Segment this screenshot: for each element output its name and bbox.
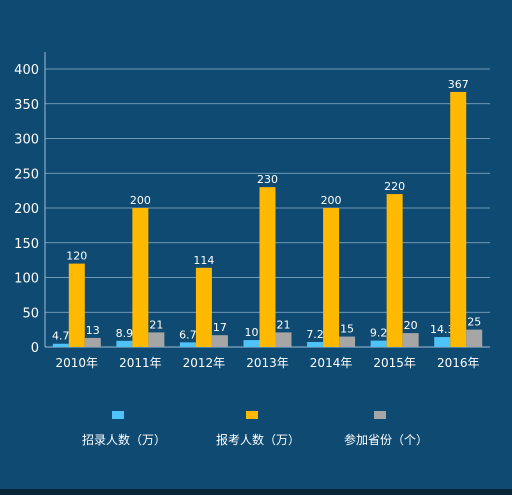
legend-swatch: [246, 411, 258, 419]
data-label: 200: [130, 194, 151, 207]
x-tick-label: 2014年: [310, 356, 353, 370]
y-tick-label: 350: [14, 98, 39, 113]
bar: [434, 337, 451, 347]
data-label: 8.9: [116, 327, 134, 340]
data-label: 13: [86, 324, 100, 337]
bar: [84, 337, 101, 347]
data-label: 230: [257, 173, 278, 186]
y-tick-label: 200: [14, 202, 39, 217]
data-label: 10: [245, 326, 259, 339]
data-label: 21: [277, 318, 291, 331]
x-tick-label: 2016年: [437, 356, 480, 370]
bar: [323, 208, 340, 347]
data-label: 4.7: [52, 330, 70, 343]
data-label: 9.2: [370, 327, 388, 340]
legend-swatch: [112, 411, 124, 419]
bar: [243, 340, 260, 347]
bar: [116, 340, 133, 347]
data-label: 6.7: [179, 328, 197, 341]
bar: [450, 91, 467, 347]
legend-label: 招录人数（万）: [82, 432, 166, 447]
bar: [211, 335, 228, 347]
data-label: 25: [467, 316, 481, 329]
data-label: 120: [66, 250, 87, 263]
bar: [307, 341, 324, 347]
x-tick-label: 2013年: [246, 356, 289, 370]
data-label: 200: [321, 194, 342, 207]
bar: [275, 332, 292, 347]
data-label: 15: [340, 323, 354, 336]
data-label: 21: [149, 318, 163, 331]
x-tick-label: 2015年: [373, 356, 416, 370]
data-label: 17: [213, 321, 227, 334]
bar: [195, 267, 212, 347]
y-tick-label: 100: [14, 272, 39, 287]
legend-swatch: [374, 411, 386, 419]
bar: [179, 342, 196, 347]
data-label: 367: [448, 78, 469, 91]
y-tick-label: 150: [14, 237, 39, 252]
bar: [339, 336, 356, 347]
legend-label: 报考人数（万）: [216, 432, 300, 447]
x-tick-label: 2012年: [183, 356, 226, 370]
bar: [370, 340, 387, 347]
bar: [402, 333, 419, 347]
bar: [259, 187, 276, 347]
data-label: 7.2: [306, 328, 324, 341]
data-label: 114: [193, 254, 214, 267]
bar: [132, 208, 149, 347]
y-tick-label: 400: [14, 63, 39, 78]
bar: [68, 263, 85, 347]
data-label: 20: [404, 319, 418, 332]
x-tick-label: 2010年: [56, 356, 99, 370]
y-tick-label: 50: [22, 306, 39, 321]
bar: [148, 332, 165, 347]
y-tick-label: 250: [14, 167, 39, 182]
y-tick-label: 0: [31, 341, 39, 356]
bar: [466, 329, 483, 347]
bar: [52, 343, 69, 347]
bottom-band: [0, 489, 512, 495]
bar: [386, 194, 403, 347]
legend-label: 参加省份（个）: [344, 432, 428, 447]
y-tick-label: 300: [14, 133, 39, 148]
data-label: 220: [384, 180, 405, 193]
x-tick-label: 2011年: [119, 356, 162, 370]
data-label: 14.3: [430, 323, 455, 336]
